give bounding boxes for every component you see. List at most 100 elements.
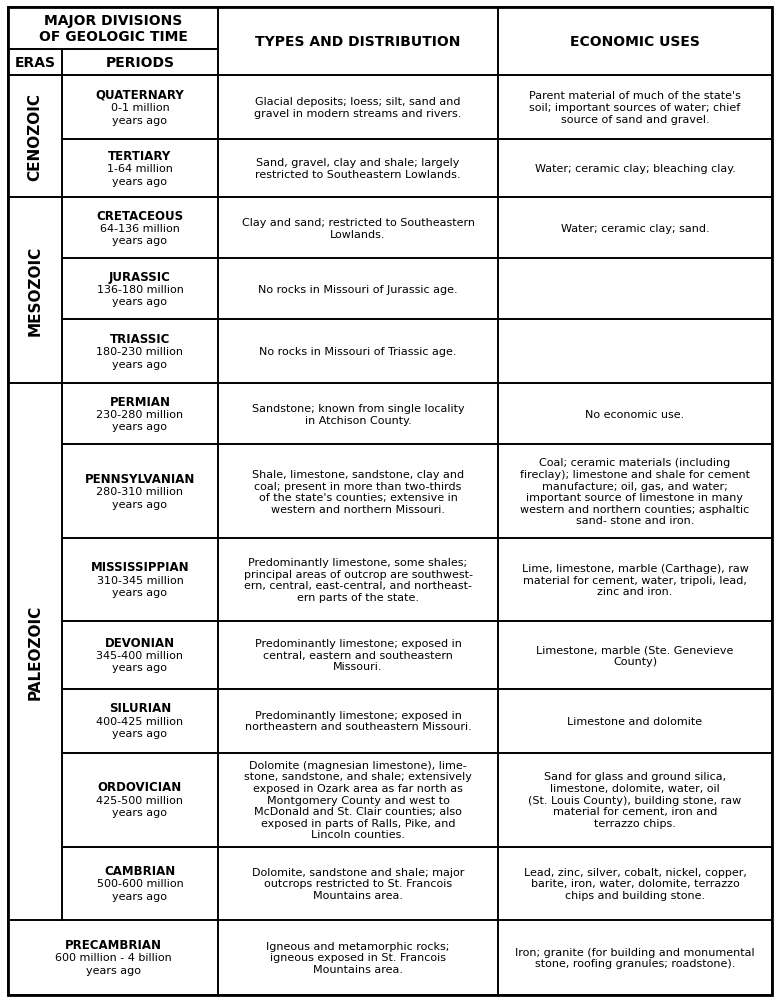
Bar (218, 198, 498, 259)
Text: CAMBRIAN: CAMBRIAN (105, 865, 176, 878)
Text: years ago: years ago (112, 297, 168, 307)
Text: ERAS: ERAS (15, 56, 55, 70)
Bar (62, 259, 218, 320)
Text: Limestone and dolomite: Limestone and dolomite (567, 716, 703, 726)
Text: years ago: years ago (112, 891, 168, 901)
Bar (498, 320, 772, 384)
Text: ORDOVICIAN: ORDOVICIAN (98, 780, 182, 793)
Bar (62, 384, 218, 445)
Bar (498, 139, 772, 198)
Text: PERIODS: PERIODS (105, 56, 175, 70)
Text: TYPES AND DISTRIBUTION: TYPES AND DISTRIBUTION (255, 35, 461, 49)
Bar (218, 259, 498, 320)
Text: QUATERNARY: QUATERNARY (96, 88, 184, 101)
Text: Lime, limestone, marble (Carthage), raw
material for cement, water, tripoli, lea: Lime, limestone, marble (Carthage), raw … (522, 564, 749, 597)
Text: Shale, limestone, sandstone, clay and
coal; present in more than two-thirds
of t: Shale, limestone, sandstone, clay and co… (252, 469, 464, 515)
Text: 180-230 million: 180-230 million (97, 347, 183, 357)
Bar (8, 920, 218, 995)
Text: Predominantly limestone; exposed in
central, eastern and southeastern
Missouri.: Predominantly limestone; exposed in cent… (254, 639, 462, 672)
Text: SILURIAN: SILURIAN (109, 702, 171, 715)
Text: Limestone, marble (Ste. Genevieve
County): Limestone, marble (Ste. Genevieve County… (537, 644, 734, 666)
Text: MESOZOIC: MESOZOIC (27, 246, 42, 336)
Text: Igneous and metamorphic rocks;
igneous exposed in St. Francois
Mountains area.: Igneous and metamorphic rocks; igneous e… (266, 941, 450, 974)
Text: Water; ceramic clay; sand.: Water; ceramic clay; sand. (561, 224, 709, 234)
Text: years ago: years ago (112, 177, 168, 187)
Bar (498, 539, 772, 622)
Text: Sand, gravel, clay and shale; largely
restricted to Southeastern Lowlands.: Sand, gravel, clay and shale; largely re… (255, 158, 461, 180)
Bar (218, 8, 498, 76)
Text: years ago: years ago (112, 807, 168, 817)
Bar (498, 622, 772, 689)
Text: TRIASSIC: TRIASSIC (110, 333, 170, 346)
Bar (8, 50, 62, 76)
Text: 64-136 million: 64-136 million (100, 224, 180, 234)
Text: years ago: years ago (112, 360, 168, 369)
Text: Glacial deposits; loess; silt, sand and
gravel in modern streams and rivers.: Glacial deposits; loess; silt, sand and … (254, 97, 462, 118)
Bar (62, 753, 218, 847)
Text: 500-600 million: 500-600 million (97, 879, 183, 889)
Text: years ago: years ago (112, 499, 168, 510)
Text: years ago: years ago (112, 728, 168, 738)
Bar (218, 384, 498, 445)
Text: Water; ceramic clay; bleaching clay.: Water; ceramic clay; bleaching clay. (534, 163, 736, 174)
Bar (218, 76, 498, 139)
Text: years ago: years ago (112, 236, 168, 246)
Text: PALEOZOIC: PALEOZOIC (27, 604, 42, 699)
Text: ECONOMIC USES: ECONOMIC USES (570, 35, 700, 49)
Bar (218, 139, 498, 198)
Bar (62, 622, 218, 689)
Bar (498, 445, 772, 539)
Text: CENOZOIC: CENOZOIC (27, 93, 42, 181)
Bar (498, 847, 772, 920)
Text: 280-310 million: 280-310 million (97, 486, 183, 496)
Text: Sand for glass and ground silica,
limestone, dolomite, water, oil
(St. Louis Cou: Sand for glass and ground silica, limest… (528, 771, 742, 827)
Text: No rocks in Missouri of Triassic age.: No rocks in Missouri of Triassic age. (259, 347, 457, 357)
Text: MISSISSIPPIAN: MISSISSIPPIAN (90, 561, 190, 574)
Text: years ago: years ago (86, 965, 140, 975)
Bar (8, 384, 62, 920)
Bar (8, 8, 218, 50)
Bar (218, 622, 498, 689)
Bar (62, 689, 218, 753)
Bar (62, 198, 218, 259)
Text: JURASSIC: JURASSIC (109, 271, 171, 284)
Text: 310-345 million: 310-345 million (97, 575, 183, 585)
Bar (62, 50, 218, 76)
Bar (218, 320, 498, 384)
Bar (218, 445, 498, 539)
Text: Coal; ceramic materials (including
fireclay); limestone and shale for cement
man: Coal; ceramic materials (including firec… (520, 457, 750, 526)
Bar (218, 847, 498, 920)
Bar (218, 539, 498, 622)
Text: 400-425 million: 400-425 million (97, 716, 183, 726)
Text: DEVONIAN: DEVONIAN (105, 636, 175, 649)
Bar (62, 76, 218, 139)
Text: PENNSYLVANIAN: PENNSYLVANIAN (85, 472, 195, 485)
Text: PRECAMBRIAN: PRECAMBRIAN (65, 939, 161, 951)
Text: 0-1 million: 0-1 million (111, 103, 169, 113)
Bar (62, 847, 218, 920)
Text: 345-400 million: 345-400 million (97, 650, 183, 660)
Text: years ago: years ago (112, 115, 168, 125)
Bar (498, 198, 772, 259)
Bar (498, 8, 772, 76)
Text: years ago: years ago (112, 663, 168, 673)
Text: Predominantly limestone; exposed in
northeastern and southeastern Missouri.: Predominantly limestone; exposed in nort… (245, 710, 471, 731)
Bar (62, 139, 218, 198)
Bar (62, 320, 218, 384)
Bar (62, 445, 218, 539)
Bar (62, 539, 218, 622)
Text: MAJOR DIVISIONS
OF GEOLOGIC TIME: MAJOR DIVISIONS OF GEOLOGIC TIME (38, 14, 187, 44)
Text: 230-280 million: 230-280 million (97, 409, 183, 419)
Text: years ago: years ago (112, 588, 168, 598)
Text: TERTIARY: TERTIARY (108, 149, 172, 162)
Bar (218, 920, 498, 995)
Text: PERMIAN: PERMIAN (109, 395, 171, 408)
Text: 1-64 million: 1-64 million (107, 163, 173, 174)
Text: 600 million - 4 billion: 600 million - 4 billion (55, 953, 172, 963)
Bar (498, 76, 772, 139)
Text: No rocks in Missouri of Jurassic age.: No rocks in Missouri of Jurassic age. (258, 285, 458, 295)
Bar (8, 198, 62, 384)
Text: Predominantly limestone, some shales;
principal areas of outcrop are southwest-
: Predominantly limestone, some shales; pr… (243, 558, 473, 603)
Text: 136-180 million: 136-180 million (97, 285, 183, 295)
Bar (498, 384, 772, 445)
